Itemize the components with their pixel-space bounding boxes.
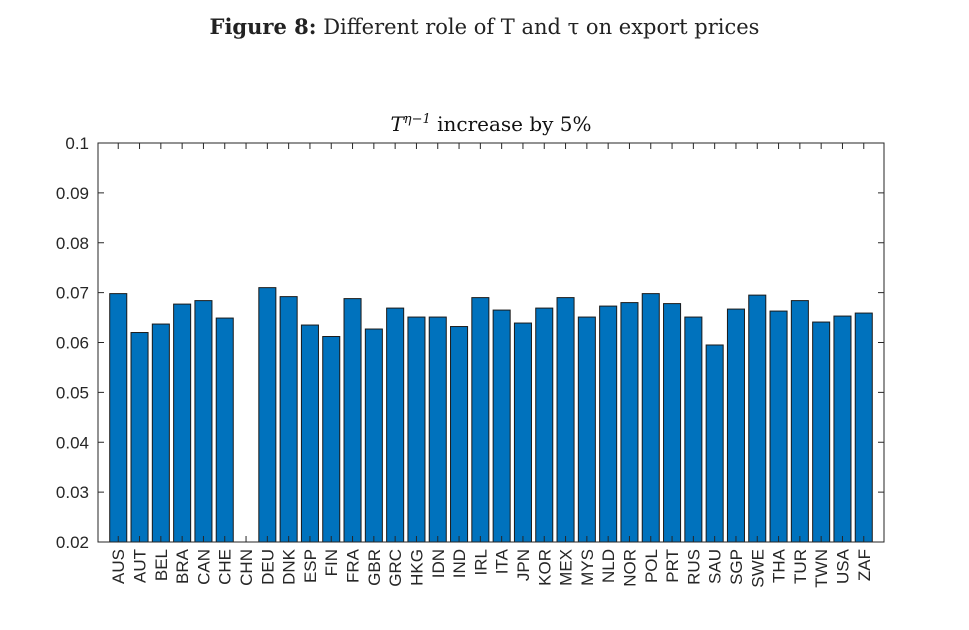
x-tick-label-IRL: IRL [471, 549, 490, 575]
figure-caption-text: Different role of T and τ on export pric… [323, 15, 760, 39]
x-tick-label-KOR: KOR [535, 549, 554, 586]
bar-GRC [386, 307, 405, 543]
bar-ITA [492, 309, 511, 543]
x-tick-label-JPN: JPN [514, 549, 533, 581]
x-tick-label-SGP: SGP [727, 549, 746, 585]
y-tick-label: 0.08 [56, 234, 89, 253]
bar-ZAF [854, 312, 873, 543]
x-tick-label-SWE: SWE [748, 549, 767, 588]
chart-title-base: T [390, 112, 405, 136]
bar-KOR [535, 307, 554, 543]
bar-DNK [279, 296, 298, 543]
y-tick-label: 0.04 [56, 433, 89, 452]
bar-THA [769, 310, 788, 543]
bar-AUS [109, 293, 128, 543]
x-tick-label-NOR: NOR [620, 549, 639, 587]
x-tick-label-IDN: IDN [429, 549, 448, 578]
x-tick-label-ITA: ITA [493, 548, 512, 574]
x-tick-label-TWN: TWN [812, 549, 831, 588]
figure-label: Figure 8: [209, 14, 317, 39]
x-tick-label-FRA: FRA [344, 548, 363, 583]
y-axis: 0.02 0.03 0.04 0.05 0.06 0.07 0.08 0.09 0.1 [56, 134, 884, 552]
chart-title: Tη−1 increase by 5% [390, 112, 591, 136]
x-axis: AUS AUT BEL BRA CAN CHE CHN DEU DNK ESP FIN FRA GBR G… [109, 143, 874, 588]
bar-CHE [215, 317, 234, 543]
x-tick-label-GRC: GRC [386, 549, 405, 587]
bar-MYS [577, 316, 596, 543]
bar-TUR [790, 300, 809, 543]
bar-GBR [364, 328, 383, 543]
y-tick-label: 0.06 [56, 334, 89, 353]
x-tick-label-BRA: BRA [173, 548, 192, 584]
x-tick-label-ZAF: ZAF [855, 549, 874, 581]
bar-MEX [556, 297, 575, 543]
y-tick-label: 0.05 [56, 383, 89, 402]
x-tick-label-FIN: FIN [322, 549, 341, 576]
bar-HKG [407, 316, 426, 543]
x-tick-label-CHE: CHE [216, 549, 235, 585]
x-tick-label-DEU: DEU [258, 549, 277, 585]
x-tick-label-ESP: ESP [301, 549, 320, 583]
x-tick-label-TUR: TUR [791, 549, 810, 584]
x-tick-label-MYS: MYS [578, 549, 597, 586]
bar-BRA [173, 303, 192, 543]
bars-group [109, 287, 873, 543]
x-tick-label-IND: IND [450, 549, 469, 578]
plot-frame [97, 142, 885, 543]
x-tick-label-CAN: CAN [194, 549, 213, 585]
y-tick-label: 0.09 [56, 184, 89, 203]
x-tick-label-MEX: MEX [557, 549, 576, 586]
bar-AUT [130, 332, 149, 543]
chart-title-superscript: η−1 [404, 112, 431, 127]
bar-SGP [726, 308, 745, 543]
x-tick-label-HKG: HKG [407, 549, 426, 586]
y-tick-label: 0.02 [56, 533, 89, 552]
bar-TWN [812, 321, 831, 543]
y-tick-label: 0.1 [65, 134, 89, 153]
x-tick-label-AUT: AUT [131, 549, 150, 583]
bar-SAU [705, 344, 724, 543]
x-tick-label-AUS: AUS [109, 549, 128, 584]
bar-IRL [471, 297, 490, 543]
bar-BEL [151, 323, 170, 543]
x-tick-label-GBR: GBR [365, 549, 384, 586]
bar-DEU [258, 287, 277, 543]
bar-FRA [343, 298, 362, 543]
bar-IDN [428, 316, 447, 543]
x-tick-label-NLD: NLD [599, 549, 618, 583]
x-tick-label-POL: POL [642, 549, 661, 583]
chart-title-rest: increase by 5% [431, 112, 592, 136]
bar-NLD [599, 305, 618, 543]
bar-POL [641, 293, 660, 543]
bar-NOR [620, 302, 639, 543]
figure-caption: Figure 8: Different role of T and τ on e… [0, 14, 969, 39]
x-tick-label-DNK: DNK [280, 548, 299, 585]
bar-PRT [663, 303, 682, 543]
x-tick-label-SAU: SAU [706, 549, 725, 584]
x-tick-label-BEL: BEL [152, 549, 171, 581]
bar-FIN [322, 336, 341, 543]
x-tick-label-PRT: PRT [663, 549, 682, 583]
x-tick-label-USA: USA [833, 548, 852, 584]
bar-ESP [300, 324, 319, 543]
bar-JPN [513, 322, 532, 543]
x-tick-label-CHN: CHN [237, 549, 256, 586]
bar-IND [450, 326, 469, 543]
x-tick-label-RUS: RUS [684, 549, 703, 585]
bar-CAN [194, 300, 213, 543]
bar-SWE [748, 294, 767, 543]
x-tick-label-THA: THA [770, 548, 789, 583]
y-tick-label: 0.07 [56, 284, 89, 303]
y-tick-label: 0.03 [56, 483, 89, 502]
bar-USA [833, 315, 852, 543]
bar-RUS [684, 316, 703, 543]
